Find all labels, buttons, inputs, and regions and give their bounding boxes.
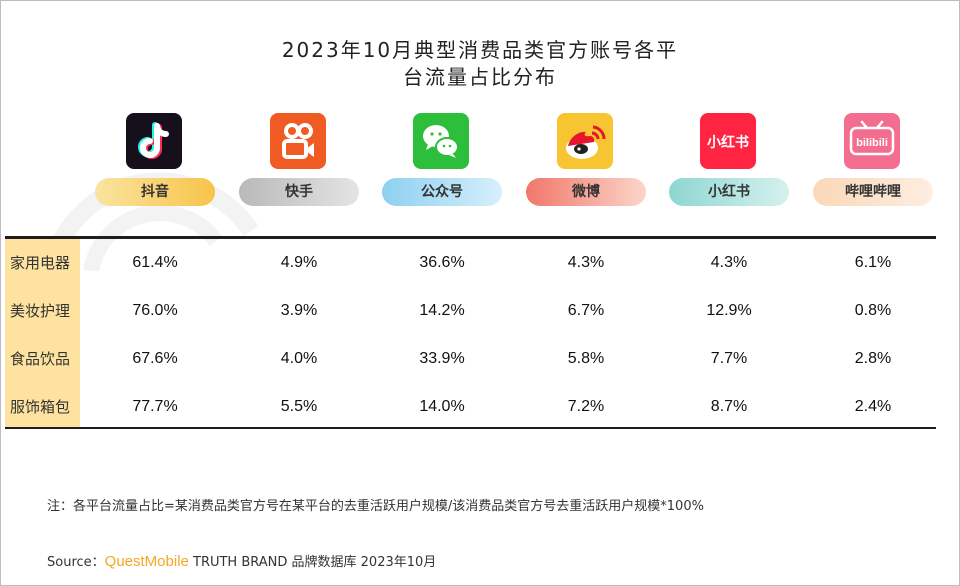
row-category-label: 食品饮品 [10, 350, 71, 368]
data-table: 家用电器 61.4% 4.9% 36.6% 4.3% 4.3% 6.1% 美妆护理 76.0% 3… [5, 236, 936, 429]
table-cell: 4.0% [280, 350, 318, 367]
table-bottom-rule [5, 427, 936, 429]
row-category-label: 美妆护理 [10, 302, 71, 320]
row-category-label: 服饰箱包 [10, 398, 71, 416]
table-cell: 7.2% [567, 398, 605, 415]
category-column [5, 236, 80, 429]
table-cell: 8.7% [710, 398, 748, 415]
table-cell: 5.8% [567, 350, 605, 367]
table-cell: 6.1% [854, 254, 892, 271]
table-top-rule [5, 236, 936, 239]
table-cell: 4.3% [567, 254, 605, 271]
table-cell: 2.8% [854, 350, 892, 367]
kuaishou-icon [270, 113, 326, 169]
table-cell: 6.7% [567, 302, 605, 319]
platform-label-douyin: 抖音 [95, 178, 215, 206]
chart-title: 2023年10月典型消费品类官方账号各平 台流量占比分布 [1, 37, 959, 91]
table-cell: 14.2% [419, 302, 465, 319]
weibo-icon [557, 113, 613, 169]
table-cell: 67.6% [132, 350, 178, 367]
table-cell: 0.8% [854, 302, 892, 319]
xiaohongshu-logo-text: 小红书 [707, 134, 749, 151]
title-line-1: 2023年10月典型消费品类官方账号各平 [281, 38, 679, 62]
platform-label-xiaohongshu: 小红书 [669, 178, 789, 206]
wechat-icon [413, 113, 469, 169]
table-cell: 14.0% [419, 398, 465, 415]
table-row: 家用电器 61.4% 4.9% 36.6% 4.3% 4.3% 6.1% [5, 239, 936, 287]
table-cell: 36.6% [419, 254, 465, 271]
platform-label-kuaishou: 快手 [239, 178, 359, 206]
table-cell: 61.4% [132, 254, 178, 271]
table-row: 美妆护理 76.0% 3.9% 14.2% 6.7% 12.9% 0.8% [5, 287, 936, 335]
table-cell: 77.7% [132, 398, 178, 415]
source-brand: QuestMobile [104, 553, 189, 570]
table-cell: 5.5% [280, 398, 318, 415]
platform-label-weibo: 微博 [526, 178, 646, 206]
table-cell: 3.9% [280, 302, 318, 319]
source-line: Source：QuestMobile TRUTH BRAND 品牌数据库 202… [47, 551, 436, 570]
bilibili-logo-text: bilibili [856, 137, 888, 149]
platform-label-bilibili: 哔哩哔哩 [813, 178, 933, 206]
footnote: 注：各平台流量占比=某消费品类官方号在某平台的去重活跃用户规模/该消费品类官方号… [47, 499, 704, 514]
source-prefix: Source： [47, 555, 105, 570]
table-row: 食品饮品 67.6% 4.0% 33.9% 5.8% 7.7% 2.8% [5, 335, 936, 383]
table-cell: 33.9% [419, 350, 465, 367]
table-cell: 12.9% [706, 302, 752, 319]
table-row: 服饰箱包 77.7% 5.5% 14.0% 7.2% 8.7% 2.4% [5, 383, 936, 431]
table-cell: 7.7% [710, 350, 748, 367]
table-cell: 76.0% [132, 302, 178, 319]
douyin-icon [126, 113, 182, 169]
table-cell: 2.4% [854, 398, 892, 415]
row-category-label: 家用电器 [10, 254, 71, 272]
table-cell: 4.3% [710, 254, 748, 271]
xiaohongshu-icon: 小红书 [700, 113, 756, 169]
source-rest: TRUTH BRAND 品牌数据库 2023年10月 [188, 555, 437, 570]
table-cell: 4.9% [280, 254, 318, 271]
bilibili-icon: bilibili [844, 113, 900, 169]
platform-label-wechat: 公众号 [382, 178, 502, 206]
title-line-2: 台流量占比分布 [403, 65, 557, 89]
